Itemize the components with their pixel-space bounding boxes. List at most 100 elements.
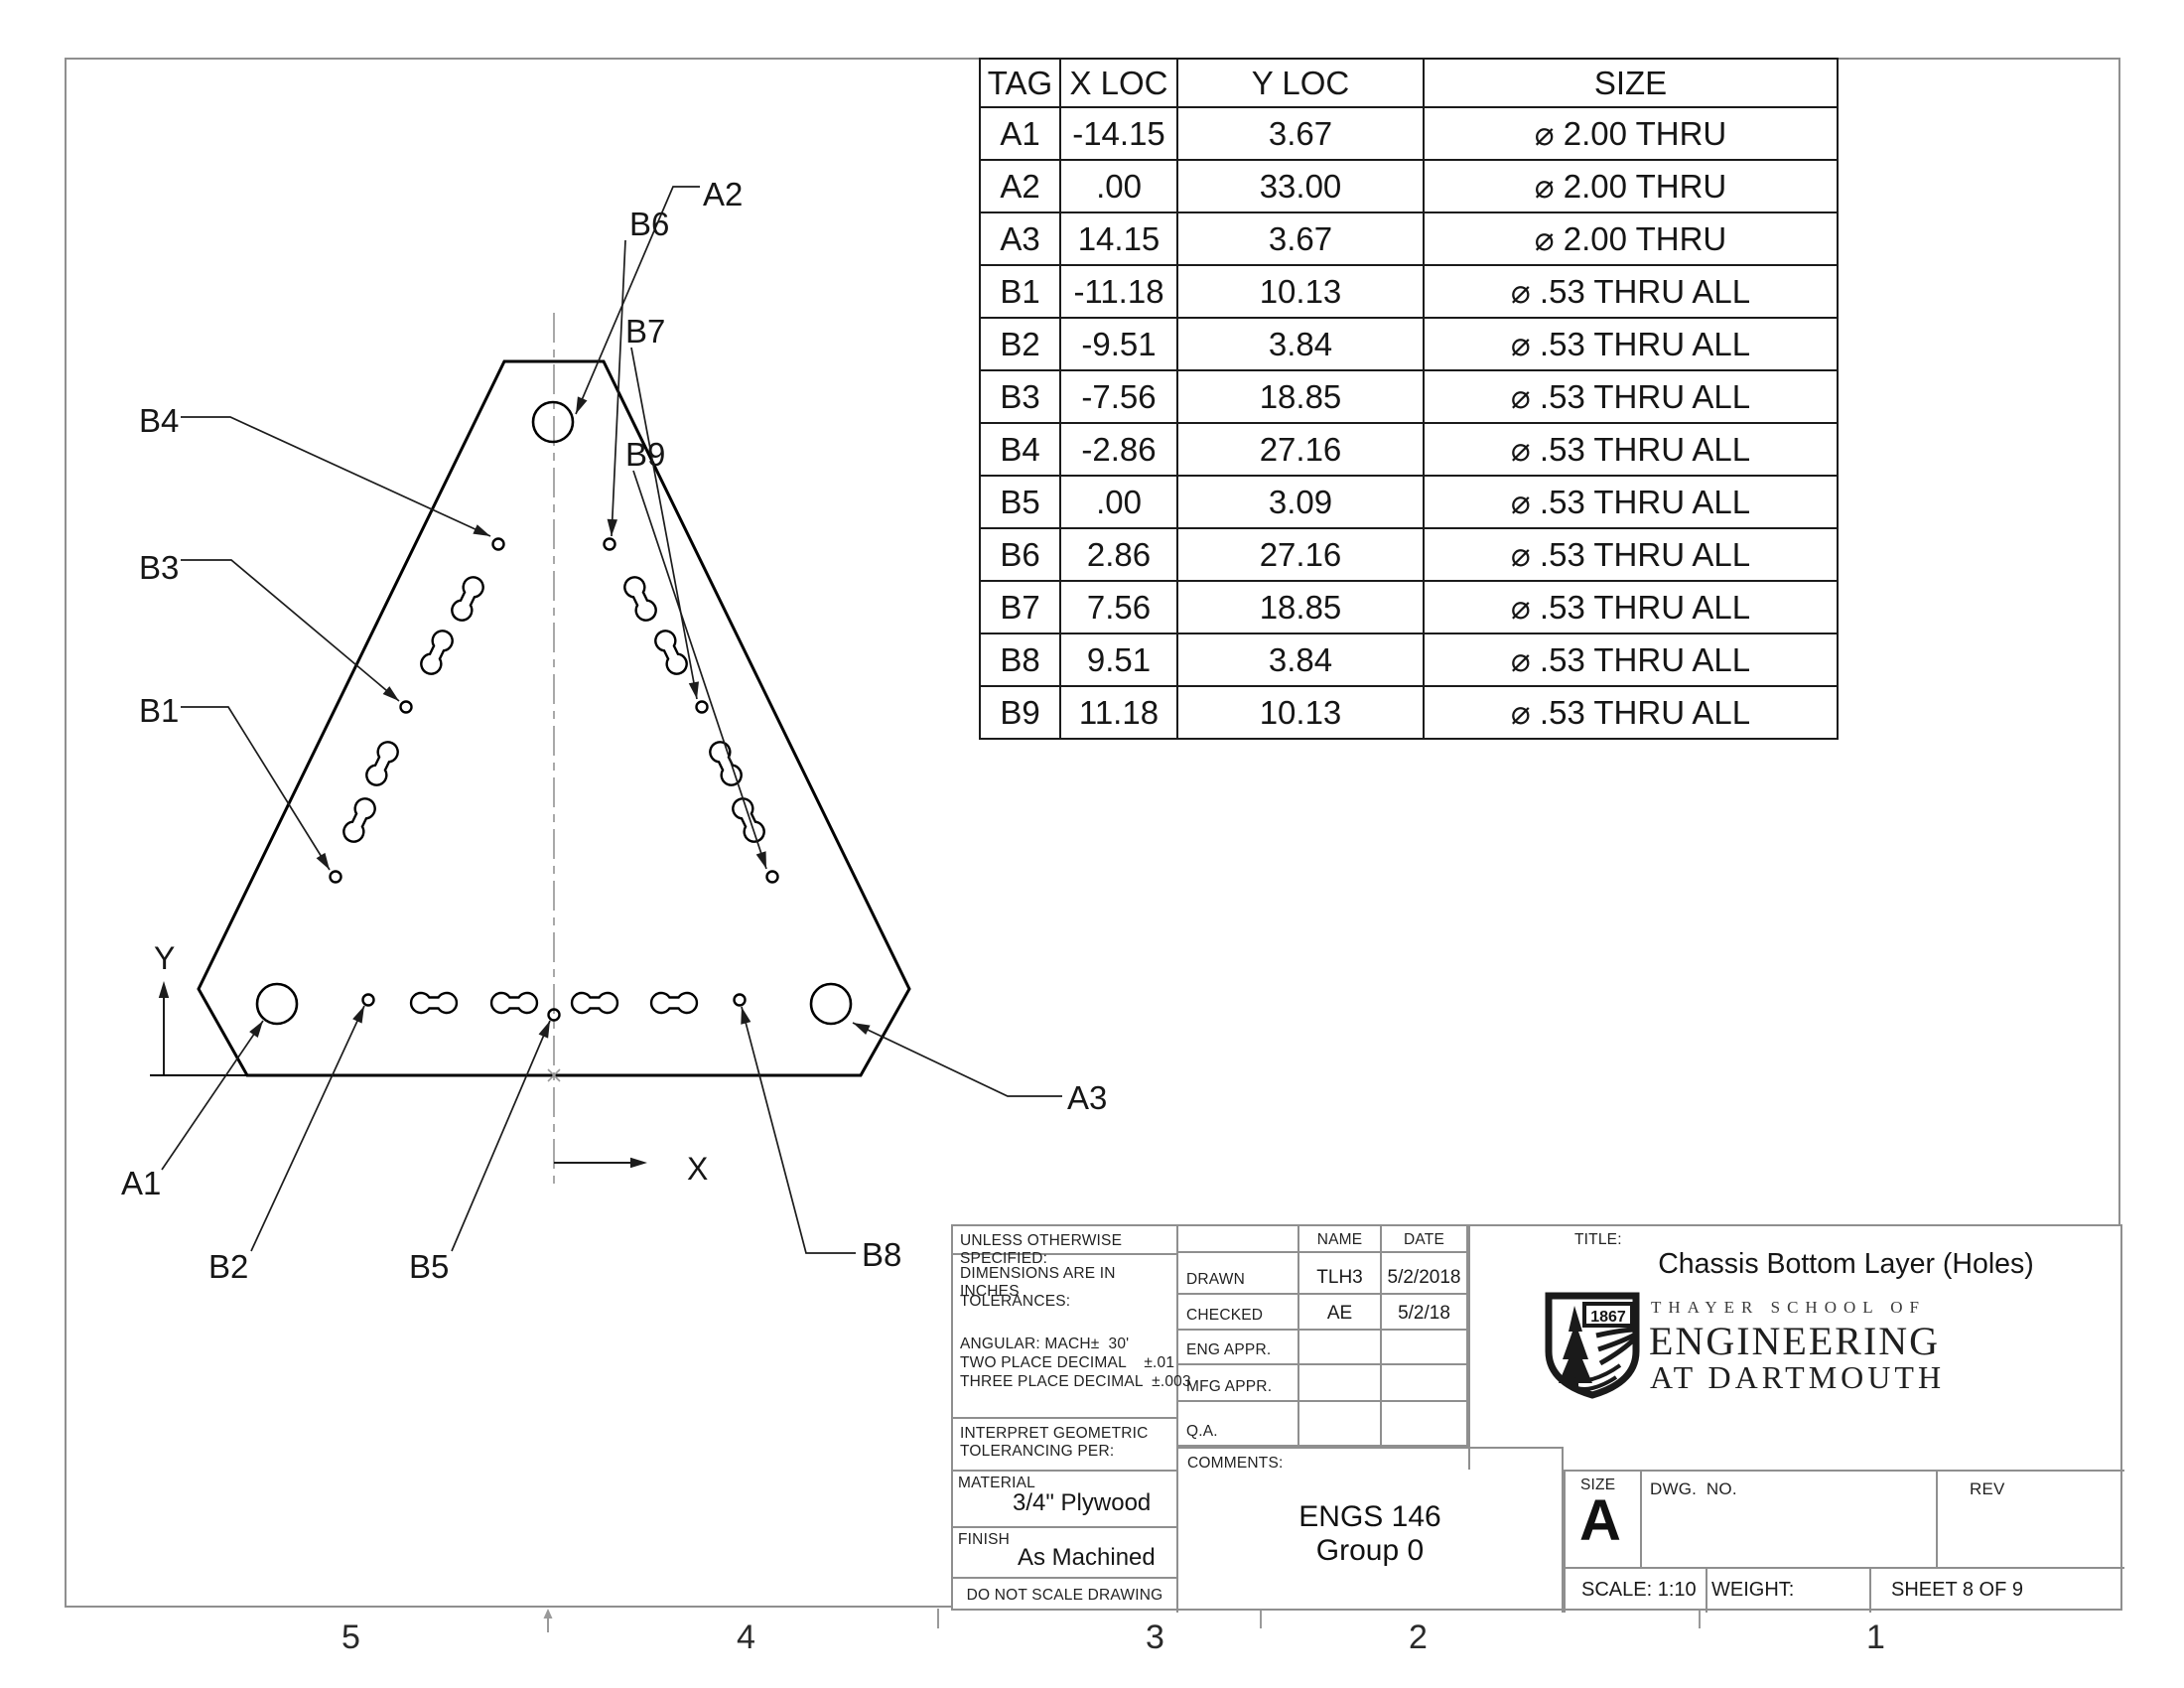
hole-table-cell: A2: [979, 159, 1061, 213]
slot: [409, 991, 459, 1015]
approval-cell: Q.A.: [1178, 1402, 1299, 1447]
callout-label-B6: B6: [629, 206, 669, 242]
zone-number-4: 4: [737, 1618, 755, 1656]
material-cell: MATERIAL 3/4" Plywood: [953, 1472, 1178, 1528]
approval-cell: [1299, 1331, 1382, 1365]
hole-B8: [733, 993, 747, 1007]
interpret-line-1: INTERPRET GEOMETRIC: [960, 1425, 1149, 1442]
hole-B5: [547, 1008, 561, 1022]
hole-table-row: B1 -11.18 10.13 ⌀ .53 THRU ALL: [979, 264, 1839, 319]
hole-table-cell: B6: [979, 527, 1061, 582]
hole-table-row: B9 11.18 10.13 ⌀ .53 THRU ALL: [979, 685, 1839, 740]
hole-table-cell: B3: [979, 369, 1061, 424]
hole-table-header: X LOC: [1059, 58, 1178, 108]
hole-A2: [531, 400, 575, 444]
scale-cell: SCALE: 1:10: [1564, 1569, 1707, 1613]
callout-label-B3: B3: [139, 549, 179, 586]
finish-cell: FINISH As Machined: [953, 1528, 1178, 1579]
hole-table-cell: -9.51: [1059, 317, 1178, 371]
hole-table-cell: 3.84: [1176, 317, 1425, 371]
callout-label-A2: A2: [703, 176, 743, 212]
hole-B3: [399, 700, 413, 714]
hole-table-header: TAG: [979, 58, 1061, 108]
approval-cell: [1299, 1365, 1382, 1402]
hole-table-cell: 10.13: [1176, 264, 1425, 319]
hole-table-cell: ⌀ 2.00 THRU: [1423, 106, 1839, 161]
approval-cell: DRAWN: [1178, 1253, 1299, 1295]
school-name-line2: ENGINEERING: [1649, 1319, 1941, 1363]
center-tick-arrow: [543, 1609, 553, 1618]
comments-group: Group 0: [1315, 1534, 1425, 1567]
title-area: TITLE: Chassis Bottom Layer (Holes) 1867…: [1468, 1226, 2124, 1470]
dwg-no-label: DWG. NO.: [1650, 1479, 1737, 1498]
hole-table-cell: -2.86: [1059, 422, 1178, 477]
leader-B6: [611, 239, 626, 537]
hole-table-cell: B4: [979, 422, 1061, 477]
callout-label-B7: B7: [625, 313, 665, 350]
hole-table-row: A2.00 33.00 ⌀ 2.00 THRU: [979, 159, 1839, 213]
hole-table-cell: ⌀ .53 THRU ALL: [1423, 317, 1839, 371]
approval-cell: MFG APPR.: [1178, 1365, 1299, 1402]
hole-table-header: Y LOC: [1176, 58, 1425, 108]
leader-arrowhead: [741, 1007, 751, 1025]
approval-cell: NAME: [1299, 1226, 1382, 1253]
hole-location-table: TAG X LOC Y LOC SIZE A1 -14.15 3.67 ⌀ 2.00 THR…: [979, 58, 1839, 740]
approval-cell: [1382, 1402, 1468, 1447]
leader-arrowhead: [249, 1021, 263, 1038]
hole-table-cell: -7.56: [1059, 369, 1178, 424]
hole-table-cell: 3.67: [1176, 211, 1425, 266]
rev-cell: REV: [1938, 1470, 2124, 1569]
approval-cell: TLH3: [1299, 1253, 1382, 1295]
leader-arrowhead: [158, 981, 170, 998]
hole-table-cell: B5: [979, 475, 1061, 529]
hole-table-row: B2 -9.51 3.84 ⌀ .53 THRU ALL: [979, 317, 1839, 371]
zone-number-1: 1: [1866, 1618, 1885, 1656]
hole-B1: [329, 870, 342, 884]
leader-A3: [852, 1022, 1062, 1097]
shield-year-text: 1867: [1590, 1309, 1626, 1326]
finish-label: FINISH: [958, 1531, 1011, 1548]
sheet-cell: SHEET 8 OF 9: [1891, 1579, 2024, 1601]
school-name-line1: THAYER SCHOOL OF: [1651, 1298, 1926, 1317]
hole-table-cell: B1: [979, 264, 1061, 319]
approval-cell: [1178, 1226, 1299, 1253]
hole-table-row: A1 -14.15 3.67 ⌀ 2.00 THRU: [979, 106, 1839, 161]
hole-table-cell: ⌀ .53 THRU ALL: [1423, 580, 1839, 634]
hole-table-cell: 18.85: [1176, 580, 1425, 634]
leader-B7: [630, 347, 698, 700]
hole-table-row: B6 2.86 27.16 ⌀ .53 THRU ALL: [979, 527, 1839, 582]
hole-A3: [809, 982, 853, 1026]
slot: [649, 991, 699, 1015]
leader-arrowhead: [352, 1006, 364, 1024]
callout-label-A3: A3: [1067, 1079, 1107, 1116]
approval-cell: [1382, 1365, 1468, 1402]
approval-cell: [1299, 1402, 1382, 1447]
y-axis-label: Y: [154, 940, 175, 976]
comments-cell: COMMENTS: ENGS 146 Group 0: [1178, 1447, 1564, 1613]
hole-table-row: A3 14.15 3.67 ⌀ 2.00 THRU: [979, 211, 1839, 266]
hole-B7: [695, 700, 709, 714]
approval-cell: CHECKED: [1178, 1295, 1299, 1331]
callout-label-B8: B8: [862, 1236, 901, 1273]
hole-table-cell: 27.16: [1176, 527, 1425, 582]
thayer-shield-logo: 1867: [1545, 1292, 1640, 1399]
hole-B2: [361, 993, 375, 1007]
dwg-no-cell: DWG. NO.: [1642, 1470, 1938, 1569]
material-value: 3/4" Plywood: [1013, 1489, 1152, 1516]
leader-B5: [451, 1020, 551, 1252]
material-label: MATERIAL: [958, 1475, 1035, 1491]
hole-B9: [765, 870, 779, 884]
leader-arrowhead: [316, 852, 330, 870]
hole-table-cell: 7.56: [1059, 580, 1178, 634]
tol-line-3: ANGULAR: MACH± 30': [960, 1336, 1130, 1352]
hole-table-cell: ⌀ .53 THRU ALL: [1423, 475, 1839, 529]
tol-line-5: THREE PLACE DECIMAL ±.003: [960, 1373, 1191, 1390]
hole-table-cell: B9: [979, 685, 1061, 740]
hole-table-cell: 3.67: [1176, 106, 1425, 161]
approval-cell: 5/2/18: [1382, 1295, 1468, 1331]
hole-table-row: B7 7.56 18.85 ⌀ .53 THRU ALL: [979, 580, 1839, 634]
approval-cell: AE: [1299, 1295, 1382, 1331]
slot: [732, 797, 765, 843]
hole-table-cell: 14.15: [1059, 211, 1178, 266]
